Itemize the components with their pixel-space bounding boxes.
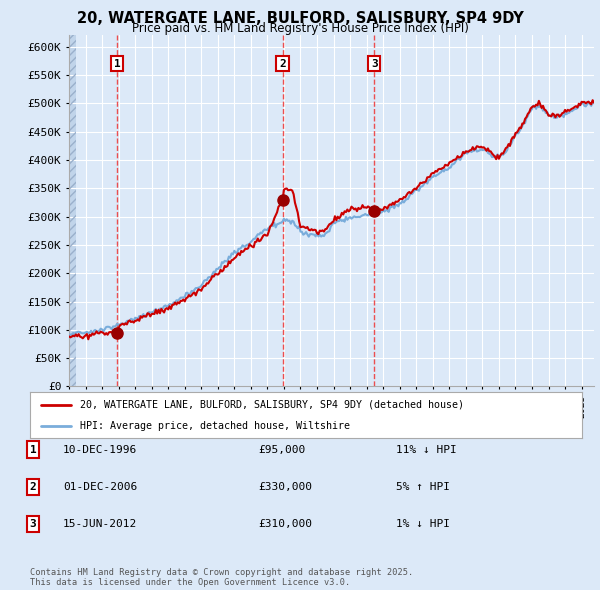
Text: Price paid vs. HM Land Registry's House Price Index (HPI): Price paid vs. HM Land Registry's House … <box>131 22 469 35</box>
Text: 2: 2 <box>279 59 286 68</box>
Text: 1: 1 <box>29 445 37 454</box>
Text: £330,000: £330,000 <box>258 482 312 491</box>
Text: 2: 2 <box>29 482 37 491</box>
Text: 20, WATERGATE LANE, BULFORD, SALISBURY, SP4 9DY (detached house): 20, WATERGATE LANE, BULFORD, SALISBURY, … <box>80 399 464 409</box>
Text: 15-JUN-2012: 15-JUN-2012 <box>63 519 137 529</box>
Bar <box>69 35 76 386</box>
Text: £310,000: £310,000 <box>258 519 312 529</box>
Text: Contains HM Land Registry data © Crown copyright and database right 2025.
This d: Contains HM Land Registry data © Crown c… <box>30 568 413 587</box>
Text: 11% ↓ HPI: 11% ↓ HPI <box>396 445 457 454</box>
Text: 20, WATERGATE LANE, BULFORD, SALISBURY, SP4 9DY: 20, WATERGATE LANE, BULFORD, SALISBURY, … <box>77 11 523 25</box>
Text: 5% ↑ HPI: 5% ↑ HPI <box>396 482 450 491</box>
Text: 3: 3 <box>371 59 377 68</box>
Text: 3: 3 <box>29 519 37 529</box>
Text: HPI: Average price, detached house, Wiltshire: HPI: Average price, detached house, Wilt… <box>80 421 350 431</box>
Bar <box>69 35 76 386</box>
Text: 1: 1 <box>114 59 121 68</box>
Text: 01-DEC-2006: 01-DEC-2006 <box>63 482 137 491</box>
Text: 10-DEC-1996: 10-DEC-1996 <box>63 445 137 454</box>
Text: £95,000: £95,000 <box>258 445 305 454</box>
Text: 1% ↓ HPI: 1% ↓ HPI <box>396 519 450 529</box>
